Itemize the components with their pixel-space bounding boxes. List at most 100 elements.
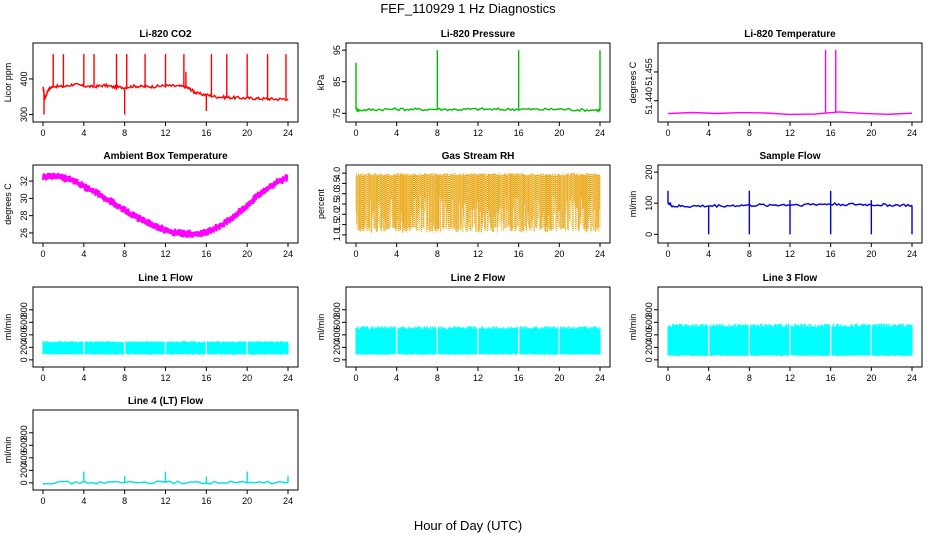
x-tick-label: 0 [40, 128, 45, 138]
x-tick-label: 12 [160, 496, 170, 506]
y-tick-label: 0 [19, 357, 29, 362]
y-tick-label: 3.5 [332, 177, 342, 190]
panel-title: Line 3 Flow [763, 273, 818, 284]
x-tick-label: 16 [201, 128, 211, 138]
x-tick-label: 16 [826, 373, 836, 383]
y-tick-label: 1.0 [332, 229, 342, 242]
x-tick-label: 20 [866, 249, 876, 259]
panel-title: Li-820 Temperature [744, 29, 836, 40]
x-tick-label: 4 [81, 496, 86, 506]
x-tick-label: 24 [283, 128, 293, 138]
panel-3: Ambient Box Temperature 0 4 8 12 16 20 24 26 28 30… [3, 151, 299, 259]
x-tick-label: 16 [514, 373, 524, 383]
panel-title: Line 2 Flow [451, 273, 506, 284]
x-tick-label: 20 [242, 496, 252, 506]
x-tick-label: 20 [554, 249, 564, 259]
x-tick-label: 24 [595, 128, 605, 138]
x-tick-label: 4 [394, 128, 399, 138]
y-tick-label: 600 [644, 315, 654, 330]
x-tick-label: 0 [40, 373, 45, 383]
series-data [355, 50, 601, 113]
series-data [667, 49, 913, 116]
x-tick-label: 12 [473, 249, 483, 259]
x-tick-label: 24 [595, 249, 605, 259]
x-tick-label: 0 [353, 128, 358, 138]
series-data [42, 471, 289, 485]
x-tick-label: 16 [826, 128, 836, 138]
panel-title: Line 4 (LT) Flow [128, 396, 204, 407]
y-tick-label: 600 [19, 315, 29, 330]
series-data [42, 54, 289, 115]
y-axis-label: ml/min [628, 191, 638, 218]
y-axis-label: ml/min [3, 437, 13, 464]
x-tick-label: 0 [353, 249, 358, 259]
y-tick-label: 200 [644, 340, 654, 355]
x-tick-label: 20 [242, 373, 252, 383]
series-line [355, 105, 601, 113]
y-tick-label: 400 [19, 327, 29, 342]
x-tick-label: 12 [785, 373, 795, 383]
x-tick-label: 24 [283, 249, 293, 259]
y-tick-label: 600 [19, 438, 29, 453]
y-tick-label: 2.0 [332, 208, 342, 221]
x-tick-label: 4 [394, 373, 399, 383]
x-tick-label: 24 [907, 128, 917, 138]
panel-5: Sample Flow 0 4 8 12 16 20 24 0 100 200 ml/min [628, 151, 923, 259]
x-tick-label: 8 [435, 128, 440, 138]
y-tick-label: 400 [19, 71, 29, 86]
y-tick-label: 0 [644, 232, 654, 237]
x-tick-label: 16 [201, 249, 211, 259]
y-tick-label: 200 [19, 463, 29, 478]
x-tick-label: 20 [866, 128, 876, 138]
panel-title: Gas Stream RH [442, 151, 515, 162]
panel-title: Sample Flow [759, 151, 820, 162]
series-data [41, 172, 289, 238]
plot-frame [32, 286, 299, 368]
x-tick-label: 0 [665, 373, 670, 383]
x-tick-label: 20 [866, 373, 876, 383]
series-data [667, 323, 913, 357]
x-tick-label: 16 [514, 128, 524, 138]
x-tick-label: 20 [554, 128, 564, 138]
y-tick-label: 30 [19, 193, 29, 203]
y-tick-label: 400 [19, 450, 29, 465]
y-tick-label: 75 [332, 108, 342, 118]
x-tick-label: 8 [122, 128, 127, 138]
plot-frame [657, 42, 923, 123]
x-tick-label: 4 [394, 249, 399, 259]
x-tick-label: 12 [473, 373, 483, 383]
x-tick-label: 24 [595, 373, 605, 383]
series-band [41, 172, 289, 238]
y-tick-label: 200 [644, 165, 654, 180]
series-line [667, 201, 913, 209]
y-axis-label: percent [316, 188, 326, 219]
x-tick-label: 24 [283, 373, 293, 383]
x-tick-label: 12 [785, 128, 795, 138]
panel-0: Li-820 CO2 0 4 8 12 16 20 24 300 400 Licor ppm [3, 29, 299, 138]
y-tick-label: 32 [19, 176, 29, 186]
x-tick-label: 24 [907, 249, 917, 259]
y-axis-label: ml/min [3, 314, 13, 341]
x-tick-label: 20 [242, 128, 252, 138]
x-tick-label: 20 [242, 249, 252, 259]
y-tick-label: 0 [19, 480, 29, 485]
y-tick-label: 28 [19, 211, 29, 221]
y-tick-label: 3.0 [332, 187, 342, 200]
series-data [667, 190, 913, 235]
y-tick-label: 800 [19, 425, 29, 440]
x-tick-label: 0 [353, 373, 358, 383]
series-data [355, 326, 601, 355]
x-tick-label: 4 [81, 249, 86, 259]
x-tick-label: 16 [201, 373, 211, 383]
y-tick-label: 51.455 [644, 58, 654, 86]
y-tick-label: 51.440 [644, 87, 654, 115]
y-tick-label: 800 [644, 302, 654, 317]
x-tick-label: 16 [201, 496, 211, 506]
x-tick-label: 20 [554, 373, 564, 383]
series-data [355, 173, 601, 233]
x-tick-label: 0 [40, 496, 45, 506]
